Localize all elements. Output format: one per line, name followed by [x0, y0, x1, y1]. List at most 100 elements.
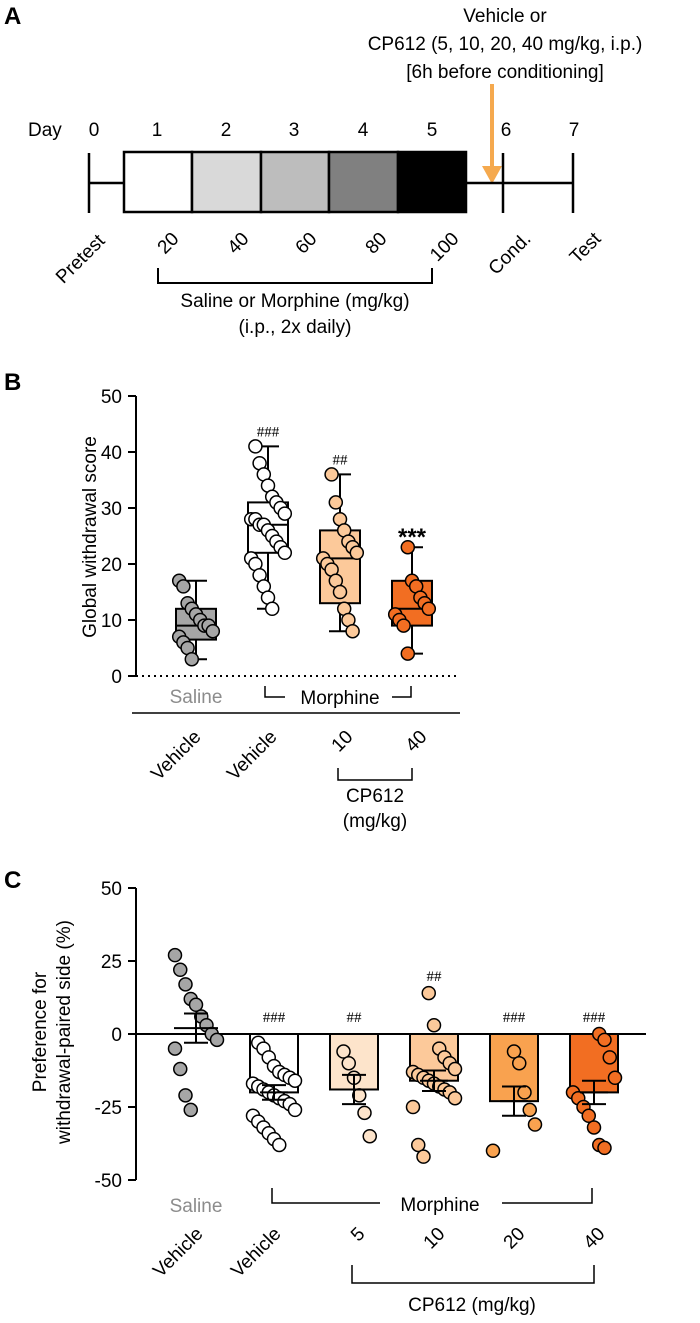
- b-data-point: [349, 545, 365, 561]
- b-data-point: [205, 623, 221, 639]
- c-saline-label: Saline: [170, 1196, 223, 1217]
- b-plot-area: #####***: [171, 424, 437, 667]
- bracket-line-2: (i.p., 2x daily): [239, 317, 352, 338]
- c-data-point: [411, 1137, 426, 1153]
- b-morphine-label: Morphine: [300, 688, 379, 709]
- c-significance-label: ##: [347, 1010, 363, 1026]
- c-data-point: [581, 1108, 596, 1124]
- c-y-tick-label: -50: [95, 1171, 122, 1192]
- b-data-point: [332, 584, 348, 600]
- pretest-label: Pretest: [52, 230, 110, 288]
- panel-c: C Preference for withdrawal-paired side …: [4, 867, 646, 1316]
- b-y-tick-label: 20: [101, 555, 122, 576]
- c-data-point: [447, 1061, 463, 1077]
- b-xtick-vehicle-morphine: Vehicle: [223, 727, 281, 785]
- test-label: Test: [566, 228, 606, 268]
- b-xtick-vehicle-saline: Vehicle: [147, 727, 205, 785]
- b-data-point: [400, 539, 416, 555]
- c-data-point: [512, 1055, 527, 1071]
- b-y-axis-label: Global withdrawal score: [80, 436, 101, 638]
- c-data-point: [188, 997, 204, 1013]
- day-2: 2: [221, 120, 232, 141]
- c-y-axis-label-line-1: Preference for: [30, 971, 51, 1092]
- dose-box-day3: [259, 150, 331, 214]
- c-data-point: [597, 1140, 612, 1156]
- b-xtick-cp612-10: 10: [328, 727, 358, 757]
- b-y-ticks: 0 10 20 30 40 50: [101, 387, 136, 688]
- b-data-point: [396, 618, 411, 633]
- b-data-point: [328, 495, 344, 510]
- panel-a-letter: A: [4, 3, 21, 30]
- c-data-point: [602, 1050, 617, 1065]
- c-data-point: [485, 1143, 501, 1159]
- c-data-point: [607, 1070, 623, 1086]
- b-y-tick-label: 10: [101, 611, 122, 632]
- dose-100: 100: [426, 229, 463, 266]
- c-data-point: [287, 1102, 303, 1118]
- c-data-point: [341, 1055, 356, 1071]
- b-data-point: [345, 623, 360, 639]
- c-data-point: [362, 1128, 377, 1144]
- treatment-line-1: Vehicle or: [463, 6, 547, 27]
- c-y-tick-label: 50: [101, 879, 122, 900]
- c-morphine-bracket-left: [271, 1188, 380, 1204]
- b-data-point: [176, 579, 191, 594]
- dose-20: 20: [154, 229, 184, 259]
- treatment-line-2: CP612 (5, 10, 20, 40 mg/kg, i.p.): [368, 34, 643, 55]
- c-data-point: [167, 1041, 183, 1056]
- c-data-point: [522, 1102, 537, 1118]
- c-data-point: [405, 1099, 421, 1115]
- c-data-point: [517, 1085, 532, 1100]
- c-data-point: [447, 1090, 463, 1106]
- b-y-tick-label: 0: [111, 667, 122, 688]
- c-data-point: [178, 977, 193, 992]
- panel-a: A Vehicle or CP612 (5, 10, 20, 40 mg/kg,…: [4, 3, 642, 338]
- c-plot-area: ### ####### ###: [167, 947, 623, 1164]
- dose-box-day2: [190, 150, 263, 214]
- b-data-point: [248, 439, 263, 454]
- b-y-tick-label: 50: [101, 387, 122, 408]
- c-data-point: [586, 1120, 602, 1135]
- b-significance-label: ##: [333, 452, 349, 468]
- b-saline-label: Saline: [170, 687, 223, 708]
- c-xtick-cp612-40: 40: [580, 1224, 610, 1254]
- c-morphine-bracket-right: [502, 1188, 593, 1204]
- c-y-tick-label: 0: [111, 1025, 122, 1046]
- day-0: 0: [89, 120, 100, 141]
- c-morphine-label: Morphine: [400, 1195, 479, 1216]
- panel-c-letter: C: [4, 867, 21, 894]
- b-data-point: [184, 651, 200, 667]
- panel-b-letter: B: [4, 369, 21, 396]
- day-6: 6: [501, 120, 512, 141]
- day-label: Day: [28, 120, 62, 141]
- c-cp612-label: CP612 (mg/kg): [408, 1295, 536, 1316]
- b-data-point: [277, 506, 293, 521]
- treatment-line-3: [6h before conditioning]: [406, 62, 604, 83]
- c-data-point: [527, 1117, 543, 1132]
- dose-box-day4: [327, 150, 400, 214]
- c-y-axis-label-line-2: withdrawal-paired side (%): [54, 920, 75, 1145]
- c-xtick-cp612-10: 10: [420, 1224, 450, 1254]
- c-data-point: [357, 1105, 372, 1121]
- c-data-point: [272, 1137, 287, 1153]
- b-xtick-cp612-40: 40: [402, 727, 432, 757]
- c-xtick-vehicle-saline: Vehicle: [149, 1224, 207, 1282]
- c-significance-label: ###: [263, 1010, 286, 1026]
- c-data-point: [173, 1061, 188, 1077]
- b-cp612-unit: (mg/kg): [343, 811, 407, 832]
- c-significance-label: ##: [427, 969, 443, 985]
- c-xtick-cp612-5: 5: [347, 1224, 369, 1246]
- b-morphine-bracket-right: [392, 686, 412, 698]
- b-data-point: [421, 601, 437, 617]
- day-5: 5: [427, 120, 438, 141]
- b-y-tick-label: 40: [101, 443, 122, 464]
- c-significance-label: ###: [583, 1010, 606, 1026]
- c-data-point: [173, 962, 188, 978]
- day-1: 1: [152, 120, 163, 141]
- c-cp612-bracket: [351, 1265, 595, 1284]
- day-4: 4: [358, 120, 369, 141]
- c-data-point: [209, 1032, 225, 1048]
- b-morphine-bracket-left: [264, 686, 285, 698]
- treatment-arrow-head: [482, 166, 502, 184]
- day-3: 3: [289, 120, 300, 141]
